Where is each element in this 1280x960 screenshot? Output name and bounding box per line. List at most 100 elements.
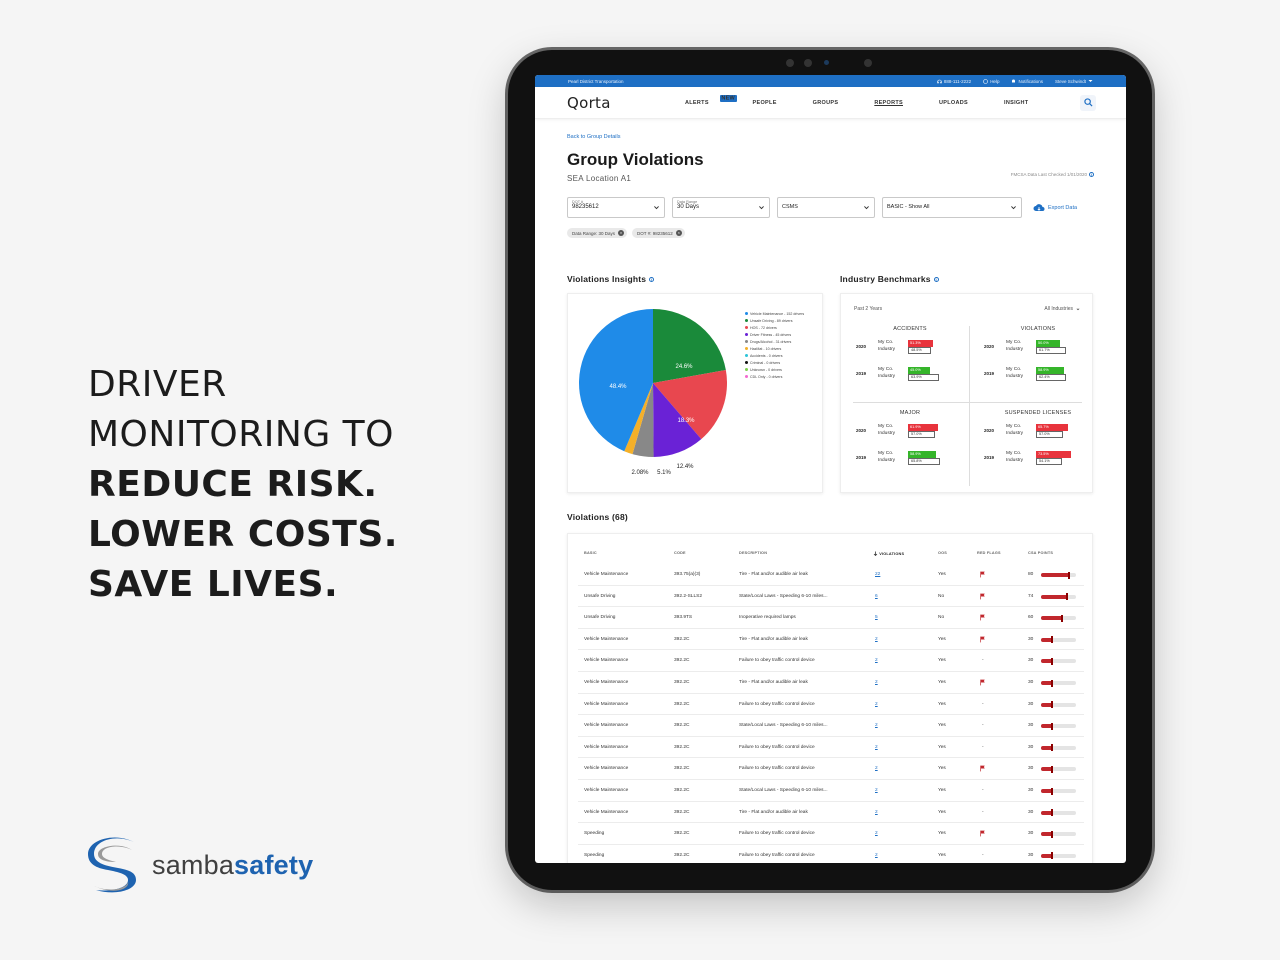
user-menu[interactable]: Steve Schwindt [1055, 79, 1093, 84]
table-row[interactable]: Vehicle Maintenance 392.2C Failure to obey… [578, 694, 1084, 716]
legend-item[interactable]: CDL Only - 0 drivers [745, 373, 804, 380]
industry-filter[interactable]: All Industries [1044, 306, 1080, 312]
divider [853, 402, 1082, 403]
my-company-bar: 58.9% [1036, 367, 1064, 374]
violation-count-link[interactable]: 2 [875, 744, 878, 750]
dot-select[interactable]: DOT # 98235612 [567, 197, 665, 218]
table-row[interactable]: Vehicle Maintenance 392.2C Tire - Flat and… [578, 629, 1084, 651]
nav-item-groups[interactable]: GROUPS [812, 99, 839, 106]
legend-item[interactable]: HazMat - 10 drivers [745, 345, 804, 352]
legend-item[interactable]: Unknown - 0 drivers [745, 366, 804, 373]
nav-item-alerts[interactable]: ALERTS NEW [685, 95, 737, 106]
violation-count-link[interactable]: 2 [875, 636, 878, 642]
my-company-label: My Co. [878, 340, 894, 345]
notifications-link[interactable]: Notifications [1011, 79, 1043, 84]
col-violations[interactable]: VIOLATIONS [873, 551, 904, 556]
industry-label: Industry [1006, 458, 1024, 463]
table-row[interactable]: Vehicle Maintenance 392.2C Failure to obey… [578, 737, 1084, 759]
my-company-bar: 51.3% [908, 340, 933, 347]
legend-item[interactable]: Criminal - 0 drivers [745, 359, 804, 366]
legend-item[interactable]: Driver Fitness - 45 drivers [745, 331, 804, 338]
nav-item-uploads[interactable]: UPLOADS [939, 99, 968, 106]
pie-slice-driver-fitness[interactable] [653, 383, 702, 457]
export-data-button[interactable]: Export Data [1033, 203, 1077, 212]
violation-count-link[interactable]: 2 [875, 809, 878, 815]
benchmark-accidents: ACCIDENTS 2020 My Co. Industry 51.3% 48.5% 201… [853, 326, 967, 396]
col-description[interactable]: DESCRIPTION [739, 551, 768, 555]
pie-slice-unsafe-driving[interactable] [653, 309, 726, 383]
col-red-flags[interactable]: RED FLAGS [977, 551, 1001, 555]
legend-item[interactable]: Vehicle Maintenance - 152 drivers [745, 310, 804, 317]
csa-points-bar [1041, 657, 1076, 665]
headset-icon [937, 79, 942, 83]
col-code[interactable]: CODE [674, 551, 686, 555]
info-icon[interactable]: i [1089, 172, 1094, 177]
cell-description: Failure to obey traffic control device [739, 658, 815, 664]
nav-item-people[interactable]: PEOPLE [752, 99, 777, 106]
col-csa-points[interactable]: CSA POINTS [1028, 551, 1054, 555]
basic-select[interactable]: BASIC - Show All [882, 197, 1022, 218]
phone-link[interactable]: 888-111-2222 [937, 79, 971, 84]
violation-count-link[interactable]: 22 [875, 572, 881, 577]
nav-item-alerts-label: ALERTS [685, 99, 709, 106]
info-icon[interactable]: i [933, 276, 939, 282]
back-link[interactable]: Back to Group Details [567, 134, 621, 140]
legend-item[interactable]: Unsafe Driving - 89 drivers [745, 317, 804, 324]
cell-basic: Vehicle Maintenance [584, 744, 629, 750]
violation-count-link[interactable]: 2 [875, 680, 878, 685]
benchmark-year: 2020 [984, 428, 995, 433]
violation-count-link[interactable]: 2 [875, 723, 878, 729]
app-brand[interactable]: Qorta [567, 93, 611, 112]
cell-oos: No [938, 615, 945, 621]
pie-slice-drugs-alcohol[interactable] [632, 383, 654, 457]
no-flag: - [982, 788, 984, 793]
table-row[interactable]: Speeding 392.2C Failure to obey traffic co… [578, 823, 1084, 845]
pie-slice-hazmat[interactable] [624, 383, 653, 455]
violation-count-link[interactable]: 2 [875, 788, 878, 793]
violation-count-link[interactable]: 2 [875, 701, 878, 707]
table-row[interactable]: Vehicle Maintenance 393.75(a)(3) Tire - Fl… [578, 564, 1084, 586]
table-row[interactable]: Vehicle Maintenance 392.2C Failure to obey… [578, 650, 1084, 672]
table-row[interactable]: Vehicle Maintenance 392.2C State/Local Law… [578, 780, 1084, 802]
table-row[interactable]: Vehicle Maintenance 392.2C Tire - Flat and… [578, 672, 1084, 694]
cell-oos: Yes [938, 831, 946, 837]
pie-slice-hos[interactable] [653, 369, 727, 440]
search-button[interactable] [1080, 94, 1096, 111]
remove-chip-icon[interactable]: × [618, 230, 625, 236]
cell-oos: Yes [938, 809, 946, 815]
col-oos[interactable]: OOS [938, 551, 948, 555]
violation-count-link[interactable]: 2 [875, 658, 878, 664]
csa-points-bar [1041, 852, 1076, 860]
violation-count-link[interactable]: 5 [875, 615, 878, 621]
nav-item-insight[interactable]: INSIGHT [1004, 99, 1029, 106]
legend-item[interactable]: HOS - 72 drivers [745, 324, 804, 331]
violation-count-link[interactable]: 2 [875, 852, 878, 858]
col-basic[interactable]: BASIC [584, 551, 597, 555]
nav-menu: ALERTSNEW PEOPLE GROUPS REPORTS UPLOADS … [685, 95, 1080, 106]
info-icon[interactable]: i [649, 276, 655, 282]
help-link[interactable]: Help [983, 79, 999, 84]
csa-points-marker [1051, 701, 1053, 709]
table-row[interactable]: Speeding 392.2C Failure to obey traffic co… [578, 845, 1084, 863]
table-row[interactable]: Vehicle Maintenance 392.2C Failure to obey… [578, 758, 1084, 780]
csms-select[interactable]: CSMS [777, 197, 875, 218]
industry-filter-label: All Industries [1044, 306, 1073, 312]
violation-count-link[interactable]: 2 [875, 766, 878, 772]
table-row[interactable]: Unsafe Driving 392.2-SLLS2 State/Local Law… [578, 586, 1084, 608]
violation-count-link[interactable]: 6 [875, 593, 878, 599]
legend-item[interactable]: Accidents - 0 drivers [745, 352, 804, 359]
filter-chip-range-label: Data Range: 30 Days [572, 230, 616, 236]
table-row[interactable]: Vehicle Maintenance 392.2C State/Local Law… [578, 715, 1084, 737]
page-subtitle: SEA Location A1 [567, 174, 632, 183]
legend-item[interactable]: Drugs/Alcohol - 31 drivers [745, 338, 804, 345]
date-range-select[interactable]: Data Range 30 Days [672, 197, 770, 218]
filter-chip-range: Data Range: 30 Days × [567, 228, 628, 238]
cell-description: Inoperative required lamps [739, 615, 796, 621]
pie-slice-vehicle-maintenance[interactable] [579, 309, 653, 452]
nav-item-reports[interactable]: REPORTS [874, 99, 903, 106]
violation-count-link[interactable]: 2 [875, 831, 878, 837]
table-row[interactable]: Vehicle Maintenance 392.2C Tire - Flat and… [578, 802, 1084, 824]
remove-chip-icon[interactable]: × [675, 230, 682, 236]
filter-chip-dot: DOT #: 98235612 × [632, 228, 685, 238]
table-row[interactable]: Unsafe Driving 393.9TS Inoperative require… [578, 607, 1084, 629]
